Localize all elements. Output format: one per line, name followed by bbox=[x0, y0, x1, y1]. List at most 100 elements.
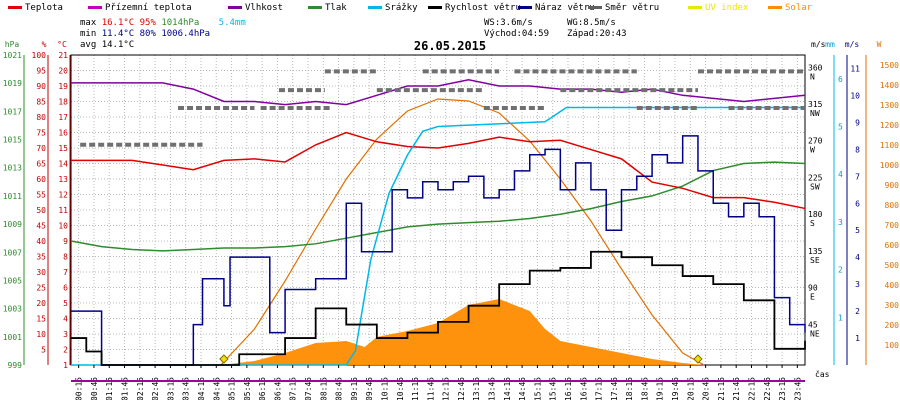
avg-temp: 14.1°C bbox=[101, 40, 135, 50]
temperature-line bbox=[71, 131, 806, 210]
max-press: 1014hPa bbox=[161, 18, 200, 28]
pressure-tick: 1021 bbox=[3, 51, 22, 60]
solar-tick: 500 bbox=[885, 261, 900, 270]
legend-item-5: Rychlost větru bbox=[428, 3, 521, 13]
x-tick-label: 10:15 bbox=[380, 377, 389, 400]
legend-label: Rychlost větru bbox=[445, 3, 521, 13]
temperature-tick: 16 bbox=[58, 129, 68, 138]
temperature-tick: 13 bbox=[58, 175, 68, 184]
rain-tick: 2 bbox=[838, 266, 843, 275]
x-tick-label: 22:45 bbox=[763, 377, 772, 400]
humidity-tick: 5 bbox=[41, 346, 46, 355]
x-tick-label: 08:15 bbox=[319, 377, 328, 400]
x-tick-label: 12:45 bbox=[457, 377, 466, 400]
pressure-unit: hPa bbox=[5, 40, 20, 49]
min-label: min bbox=[80, 29, 97, 39]
wind-dir-tick: 225 bbox=[808, 173, 823, 182]
min-temp: 11.4°C bbox=[101, 29, 135, 39]
min-hum: 80% bbox=[139, 29, 156, 39]
legend-swatch bbox=[368, 6, 382, 9]
wind-tick: 1 bbox=[855, 334, 860, 343]
x-tick-label: 02:15 bbox=[136, 377, 145, 400]
stats-max: max 16.1°C 95% 1014hPa 5.4mm bbox=[80, 18, 246, 28]
legend-label: Tlak bbox=[325, 3, 347, 13]
wind-tick: 2 bbox=[855, 307, 860, 316]
legend-item-4: Srážky bbox=[368, 3, 418, 13]
x-tick-label: 02:45 bbox=[151, 377, 160, 400]
humidity-tick: 80 bbox=[36, 113, 46, 122]
pressure-line bbox=[70, 161, 806, 252]
temperature-tick: 21 bbox=[58, 51, 68, 60]
legend-label: Teplota bbox=[25, 3, 63, 13]
humidity-tick: 45 bbox=[36, 222, 46, 231]
humidity-tick: 10 bbox=[36, 330, 46, 339]
wind-tick: 7 bbox=[855, 172, 860, 181]
legend-swatch bbox=[688, 6, 702, 9]
x-tick-label: 04:45 bbox=[212, 377, 221, 400]
wind-dir-label: NW bbox=[810, 109, 820, 118]
stats-avg: avg 14.1°C bbox=[80, 40, 134, 50]
x-tick-label: 01:45 bbox=[121, 377, 130, 400]
x-tick-label: 23:45 bbox=[793, 377, 802, 400]
legend-swatch bbox=[228, 6, 242, 9]
humidity-tick: 85 bbox=[36, 98, 46, 107]
humidity-tick: 55 bbox=[36, 191, 46, 200]
sunset-text: Západ:20:43 bbox=[567, 29, 627, 39]
x-tick-label: 20:45 bbox=[702, 377, 711, 400]
x-tick-label: 09:45 bbox=[365, 377, 374, 400]
solar-unit: W bbox=[877, 40, 882, 49]
humidity-tick: 20 bbox=[36, 299, 46, 308]
solar-tick: 200 bbox=[885, 321, 900, 330]
solar-area bbox=[220, 299, 705, 365]
pressure-tick: 1011 bbox=[3, 192, 22, 201]
sunrise-text: Východ:04:59 bbox=[484, 29, 550, 39]
solar-tick: 800 bbox=[885, 201, 900, 210]
max-temp: 16.1°C bbox=[101, 18, 135, 28]
x-tick-label: 19:45 bbox=[671, 377, 680, 400]
legend-swatch bbox=[428, 6, 442, 9]
temperature-tick: 2 bbox=[63, 346, 68, 355]
x-tick-label: 14:45 bbox=[518, 377, 527, 400]
min-press: 1006.4hPa bbox=[161, 29, 211, 39]
temperature-tick: 11 bbox=[58, 206, 68, 215]
chart-title: 26.05.2015 bbox=[414, 39, 486, 53]
wind-dir-label: N bbox=[810, 72, 815, 81]
temperature-tick: 5 bbox=[63, 299, 68, 308]
pressure-tick: 999 bbox=[8, 361, 23, 370]
temperature-unit: °C bbox=[57, 40, 67, 49]
legend-item-2: Vlhkost bbox=[228, 3, 283, 13]
legend-label: Srážky bbox=[385, 3, 418, 13]
humidity-unit: % bbox=[42, 40, 47, 49]
rain-total: 5.4mm bbox=[218, 18, 246, 28]
solar-tick: 1400 bbox=[880, 81, 899, 90]
x-tick-label: 05:15 bbox=[228, 377, 237, 400]
temperature-tick: 17 bbox=[58, 113, 68, 122]
temperature-tick: 9 bbox=[63, 237, 68, 246]
legend-label: Solar bbox=[785, 3, 813, 13]
x-tick-label: 04:15 bbox=[197, 377, 206, 400]
legend-label: Přízemní teplota bbox=[105, 3, 192, 13]
temperature-tick: 19 bbox=[58, 82, 68, 91]
pressure-tick: 1007 bbox=[3, 248, 22, 257]
x-axis-label: čas bbox=[815, 369, 830, 379]
rain-tick: 3 bbox=[838, 218, 843, 227]
x-tick-label: 18:15 bbox=[625, 377, 634, 400]
pressure-tick: 1019 bbox=[3, 79, 22, 88]
legend-item-0: Teplota bbox=[8, 3, 63, 13]
ws-text: WS:3.6m/s bbox=[484, 18, 533, 28]
wind-dir-tick: 315 bbox=[808, 100, 823, 109]
temperature-tick: 4 bbox=[63, 315, 68, 324]
x-tick-label: 13:45 bbox=[488, 377, 497, 400]
x-tick-label: 06:45 bbox=[273, 377, 282, 400]
temperature-tick: 15 bbox=[58, 144, 68, 153]
x-tick-label: 01:15 bbox=[105, 377, 114, 400]
avg-label: avg bbox=[80, 40, 97, 50]
wind-dir-tick: 270 bbox=[808, 137, 823, 146]
legend: Teplota Přízemní teplota Vlhkost Tlak Srážky… bbox=[0, 0, 900, 14]
pressure-tick: 1017 bbox=[3, 107, 22, 116]
humidity-tick: 25 bbox=[36, 284, 46, 293]
max-hum: 95% bbox=[139, 18, 156, 28]
humidity-tick: 50 bbox=[36, 206, 46, 215]
temperature-tick: 7 bbox=[63, 268, 68, 277]
